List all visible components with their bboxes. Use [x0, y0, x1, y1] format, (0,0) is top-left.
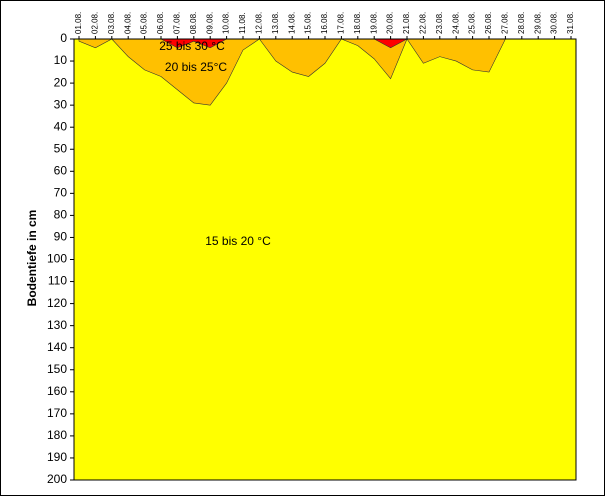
- y-tick-label: 20: [54, 75, 68, 89]
- x-tick-label: 08.08.: [189, 12, 198, 34]
- plot-background: [74, 39, 576, 480]
- x-tick-label: 30.08.: [550, 12, 559, 34]
- x-tick-label: 29.08.: [533, 12, 542, 34]
- y-tick-label: 170: [47, 406, 67, 420]
- y-tick-label: 140: [47, 340, 67, 354]
- x-tick-label: 19.08.: [369, 12, 378, 34]
- y-tick-label: 200: [47, 472, 67, 486]
- y-tick-label: 130: [47, 318, 67, 332]
- y-tick-label: 100: [47, 252, 67, 266]
- y-tick-label: 70: [54, 186, 68, 200]
- annotation: 15 bis 20 °C: [205, 234, 271, 248]
- y-axis-label: Bodentiefe in cm: [25, 210, 39, 307]
- y-tick-label: 150: [47, 362, 67, 376]
- x-tick-label: 28.08.: [517, 12, 526, 34]
- x-tick-label: 21.08.: [402, 12, 411, 34]
- x-tick-label: 12.08.: [255, 12, 264, 34]
- y-tick-label: 0: [60, 31, 67, 45]
- series-label: 20 bis 25°C: [165, 60, 228, 74]
- y-tick-label: 180: [47, 428, 67, 442]
- x-tick-label: 16.08.: [320, 12, 329, 34]
- x-tick-label: 23.08.: [435, 12, 444, 34]
- y-tick-label: 50: [54, 141, 68, 155]
- y-tick-label: 60: [54, 163, 68, 177]
- x-tick-label: 11.08.: [238, 12, 247, 34]
- y-tick-label: 160: [47, 384, 67, 398]
- x-tick-label: 10.08.: [222, 12, 231, 34]
- series-label: 25 bis 30 °C: [159, 39, 225, 53]
- x-tick-label: 17.08.: [337, 12, 346, 34]
- y-tick-label: 90: [54, 230, 68, 244]
- y-tick-label: 110: [48, 274, 67, 288]
- x-tick-label: 22.08.: [419, 12, 428, 34]
- x-tick-label: 24.08.: [451, 12, 460, 34]
- x-tick-label: 04.08.: [123, 12, 132, 34]
- y-tick-label: 190: [47, 450, 67, 464]
- x-tick-label: 20.08.: [386, 12, 395, 34]
- x-tick-label: 26.08.: [484, 12, 493, 34]
- x-tick-label: 09.08.: [205, 12, 214, 34]
- x-tick-label: 15.08.: [304, 12, 313, 34]
- y-tick-label: 40: [54, 119, 68, 133]
- x-tick-label: 06.08.: [156, 12, 165, 34]
- x-tick-label: 01.08.: [74, 12, 83, 34]
- x-tick-label: 02.08.: [91, 12, 100, 34]
- y-tick-label: 30: [54, 97, 68, 111]
- x-tick-label: 25.08.: [468, 12, 477, 34]
- x-tick-label: 18.08.: [353, 12, 362, 34]
- x-tick-label: 03.08.: [107, 12, 116, 34]
- y-tick-label: 120: [47, 296, 67, 310]
- x-tick-label: 27.08.: [501, 12, 510, 34]
- x-tick-label: 31.08.: [566, 12, 575, 34]
- y-tick-label: 80: [54, 208, 68, 222]
- x-tick-label: 05.08.: [140, 12, 149, 34]
- x-tick-label: 14.08.: [287, 12, 296, 34]
- y-tick-label: 10: [54, 53, 68, 67]
- x-tick-label: 13.08.: [271, 12, 280, 34]
- x-tick-label: 07.08.: [173, 12, 182, 34]
- area: [78, 38, 571, 106]
